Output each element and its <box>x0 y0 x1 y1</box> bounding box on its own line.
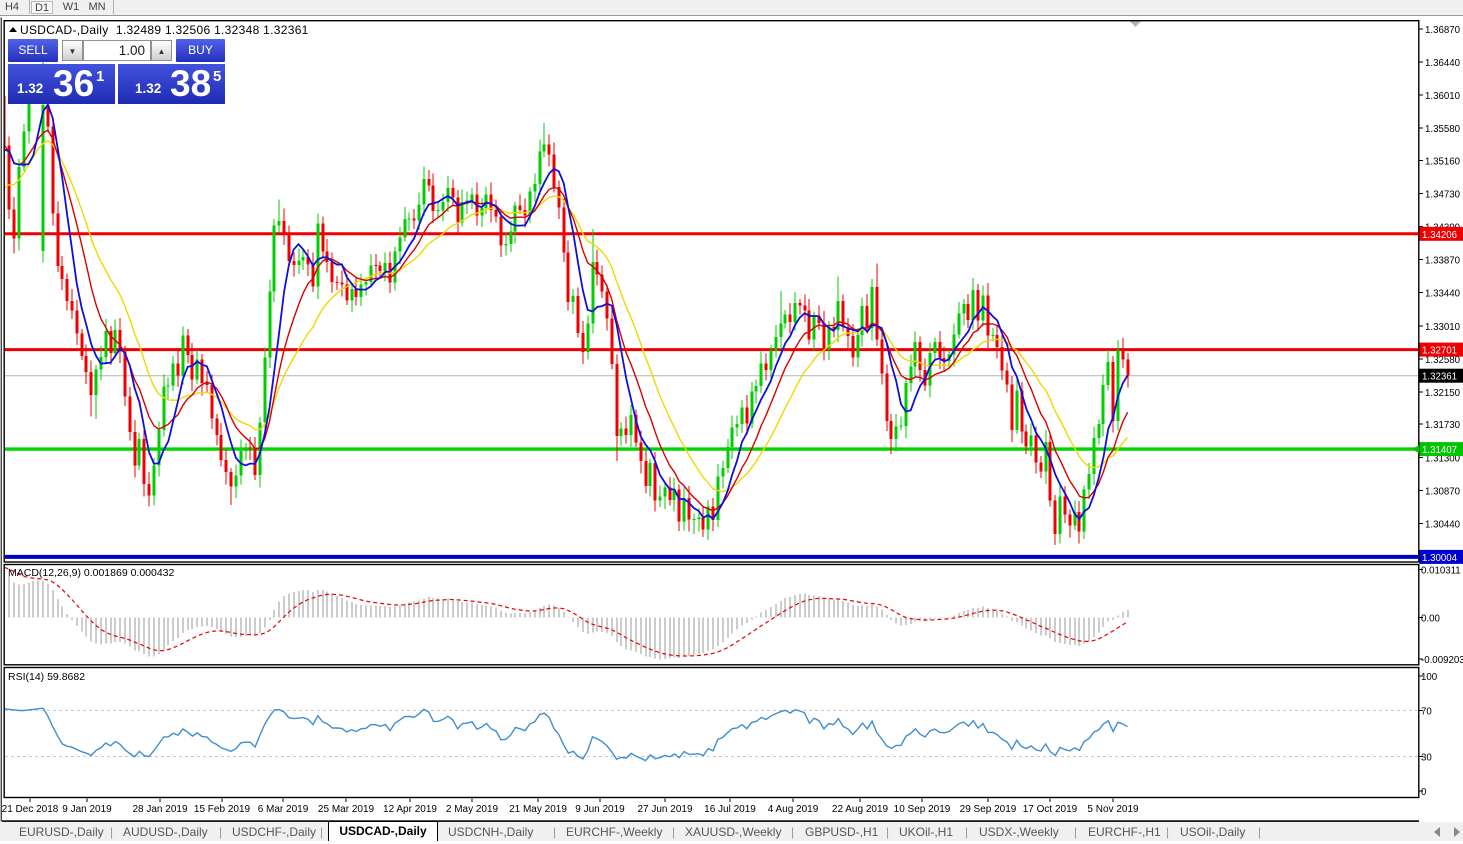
svg-text:12 Apr 2019: 12 Apr 2019 <box>383 804 437 815</box>
svg-text:6 Mar 2019: 6 Mar 2019 <box>258 804 309 815</box>
svg-text:1.33010: 1.33010 <box>1425 322 1461 333</box>
svg-text:0.00: 0.00 <box>1421 613 1440 624</box>
svg-text:27 Jun 2019: 27 Jun 2019 <box>637 804 692 815</box>
svg-text:1.32361: 1.32361 <box>1422 372 1457 383</box>
svg-text:21 May 2019: 21 May 2019 <box>509 804 567 815</box>
svg-text:1.32150: 1.32150 <box>1425 388 1461 399</box>
svg-text:1.36870: 1.36870 <box>1425 25 1461 36</box>
svg-text:1.30004: 1.30004 <box>1422 553 1458 564</box>
svg-text:70: 70 <box>1421 707 1432 718</box>
svg-text:5 Nov 2019: 5 Nov 2019 <box>1087 804 1139 815</box>
svg-text:4 Aug 2019: 4 Aug 2019 <box>768 804 819 815</box>
svg-text:1.35160: 1.35160 <box>1425 157 1461 168</box>
svg-text:1.33440: 1.33440 <box>1425 289 1461 300</box>
svg-text:1.32701: 1.32701 <box>1422 346 1457 357</box>
svg-text:30: 30 <box>1421 753 1432 764</box>
svg-text:0.010311: 0.010311 <box>1421 566 1461 577</box>
svg-text:2 May 2019: 2 May 2019 <box>446 804 499 815</box>
svg-text:1.31407: 1.31407 <box>1422 445 1457 456</box>
svg-text:1.34730: 1.34730 <box>1425 190 1461 201</box>
svg-text:22 Aug 2019: 22 Aug 2019 <box>832 804 889 815</box>
svg-text:9 Jan 2019: 9 Jan 2019 <box>62 804 112 815</box>
svg-text:1.33870: 1.33870 <box>1425 256 1461 267</box>
svg-text:0: 0 <box>1421 787 1427 798</box>
svg-text:1.34206: 1.34206 <box>1422 230 1457 241</box>
svg-text:15 Feb 2019: 15 Feb 2019 <box>194 804 251 815</box>
svg-text:28 Jan 2019: 28 Jan 2019 <box>132 804 187 815</box>
svg-text:1.36440: 1.36440 <box>1425 58 1461 69</box>
svg-text:16 Jul 2019: 16 Jul 2019 <box>704 804 756 815</box>
svg-text:9 Jun 2019: 9 Jun 2019 <box>575 804 625 815</box>
svg-text:10 Sep 2019: 10 Sep 2019 <box>894 804 951 815</box>
svg-text:21 Dec 2018: 21 Dec 2018 <box>2 804 59 815</box>
svg-text:1.36010: 1.36010 <box>1425 91 1461 102</box>
svg-text:1.31300: 1.31300 <box>1425 453 1461 464</box>
svg-text:17 Oct 2019: 17 Oct 2019 <box>1023 804 1078 815</box>
svg-text:-0.009203: -0.009203 <box>1421 655 1463 666</box>
svg-text:1.31730: 1.31730 <box>1425 420 1461 431</box>
svg-text:1.32580: 1.32580 <box>1425 355 1461 366</box>
svg-text:1.30440: 1.30440 <box>1425 519 1461 530</box>
svg-text:1.35580: 1.35580 <box>1425 124 1461 135</box>
svg-text:29 Sep 2019: 29 Sep 2019 <box>960 804 1017 815</box>
svg-text:100: 100 <box>1421 672 1438 683</box>
svg-text:1.30870: 1.30870 <box>1425 486 1461 497</box>
svg-text:25 Mar 2019: 25 Mar 2019 <box>318 804 375 815</box>
